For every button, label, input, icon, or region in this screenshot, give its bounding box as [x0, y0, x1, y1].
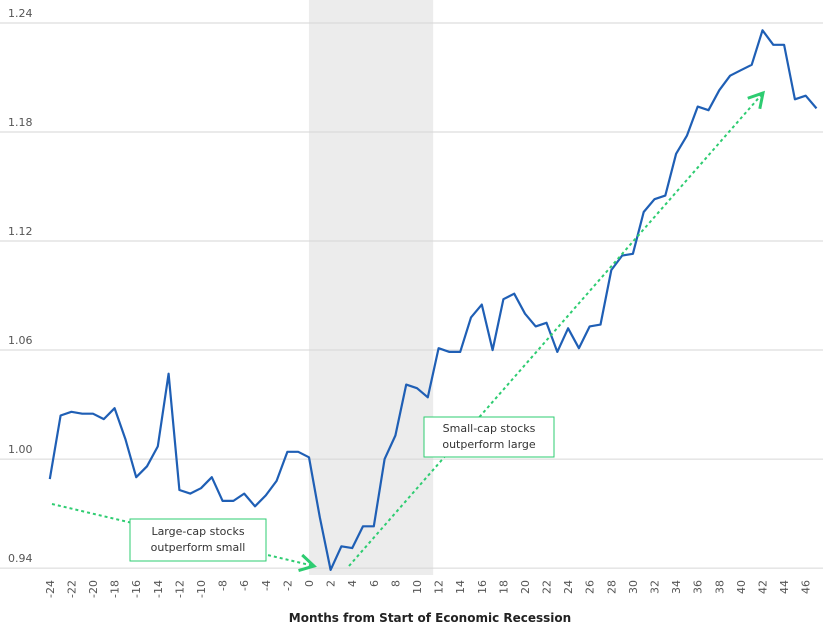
x-tick-label: -18: [109, 580, 122, 598]
annotation: Large-cap stocks: [151, 525, 244, 538]
x-tick-label: 46: [800, 580, 813, 594]
annotation: outperform large: [442, 438, 536, 451]
y-tick-label: 0.94: [8, 552, 33, 565]
x-tick-label: -24: [44, 580, 57, 598]
y-tick-label: 1.00: [8, 443, 33, 456]
x-tick-label: -12: [173, 580, 186, 598]
x-tick-label: 6: [368, 580, 381, 587]
x-tick-label: -4: [260, 580, 273, 591]
x-tick-label: 16: [476, 580, 489, 594]
annotation-box: [423, 416, 555, 458]
x-tick-label: -8: [217, 580, 230, 591]
x-tick-label: -14: [152, 580, 165, 598]
x-tick-label: 0: [303, 580, 316, 587]
x-tick-label: 36: [692, 580, 705, 594]
x-tick-label: -16: [130, 580, 143, 598]
y-tick-label: 1.18: [8, 116, 33, 129]
annotation: Small-cap stocks: [443, 422, 536, 435]
x-tick-label: 40: [735, 580, 748, 594]
x-axis-label: Months from Start of Economic Recession: [289, 611, 571, 625]
x-tick-label: -6: [238, 580, 251, 591]
x-tick-label: 8: [389, 580, 402, 587]
x-tick-label: 10: [411, 580, 424, 594]
x-tick-label: 24: [562, 580, 575, 594]
x-tick-label: -10: [195, 580, 208, 598]
x-tick-label: 38: [713, 580, 726, 594]
x-tick-label: 26: [584, 580, 597, 594]
recession-shade: [308, 0, 434, 575]
annotation: outperform small: [151, 541, 246, 554]
x-tick-label: -22: [65, 580, 78, 598]
x-tick-label: 2: [325, 580, 338, 587]
x-tick-label: 42: [757, 580, 770, 594]
x-tick-label: 22: [541, 580, 554, 594]
x-tick-label: 34: [670, 580, 683, 594]
data-line: [48, 29, 818, 571]
y-tick-label: 1.06: [8, 334, 33, 347]
x-tick-label: -20: [87, 580, 100, 598]
x-tick-label: 20: [519, 580, 532, 594]
x-tick-label: 18: [497, 580, 510, 594]
x-tick-label: 28: [605, 580, 618, 594]
y-tick-label: 1.24: [8, 7, 33, 20]
x-tick-label: -2: [281, 580, 294, 591]
x-tick-label: 32: [649, 580, 662, 594]
x-tick-label: 14: [454, 580, 467, 594]
x-tick-label: 4: [346, 580, 359, 587]
y-tick-label: 1.12: [8, 225, 33, 238]
x-tick-label: 12: [433, 580, 446, 594]
x-tick-label: 30: [627, 580, 640, 594]
arrow: [348, 90, 765, 567]
x-tick-label: 44: [778, 580, 791, 594]
annotation-box: [129, 518, 267, 562]
